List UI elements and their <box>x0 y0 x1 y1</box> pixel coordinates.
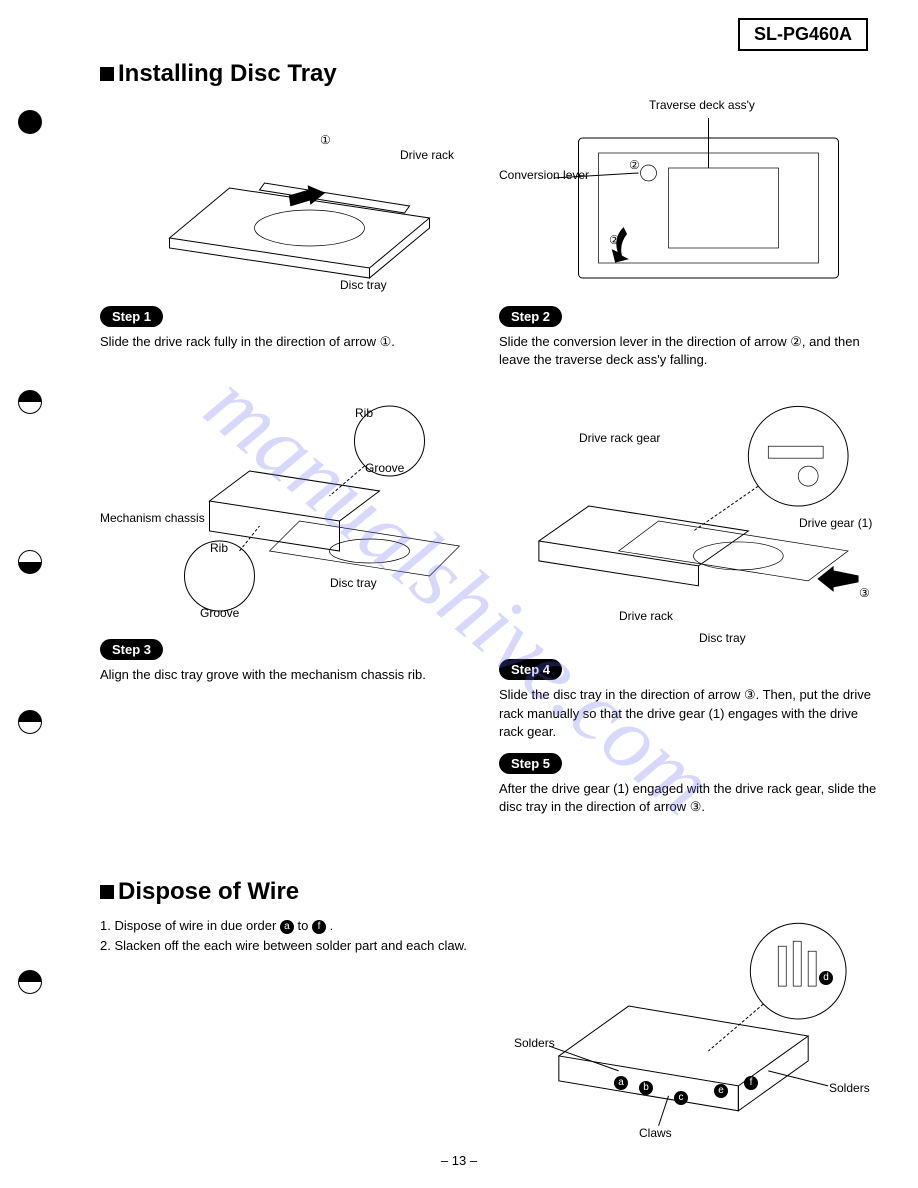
model-number: SL-PG460A <box>738 18 868 51</box>
step3-text: Align the disc tray grove with the mecha… <box>100 666 479 684</box>
step2-badge: Step 2 <box>499 306 562 327</box>
figure-step2: Traverse deck ass'y Conversion lever ② ② <box>499 98 878 298</box>
step5-badge: Step 5 <box>499 753 562 774</box>
dispose-line1: 1. Dispose of wire in due order a to f . <box>100 916 479 936</box>
step3-badge: Step 3 <box>100 639 163 660</box>
figure-step4: Drive rack gear Drive gear (1) Drive rac… <box>499 401 878 651</box>
step4-text: Slide the disc tray in the direction of … <box>499 686 878 741</box>
dispose-line2: 2. Slacken off the each wire between sol… <box>100 936 479 956</box>
figure-step3: Rib Groove Mechanism chassis Rib Groove … <box>100 401 479 631</box>
section1-title: Installing Disc Tray <box>100 60 878 88</box>
figure-step1: Drive rack ① Disc tray <box>100 98 479 298</box>
step1-badge: Step 1 <box>100 306 163 327</box>
step2-text: Slide the conversion lever in the direct… <box>499 333 878 369</box>
step1-text: Slide the drive rack fully in the direct… <box>100 333 479 351</box>
step4-badge: Step 4 <box>499 659 562 680</box>
step5-text: After the drive gear (1) engaged with th… <box>499 780 878 816</box>
figure-dispose: Solders Solders Claws a b c d e f <box>499 916 878 1146</box>
section2-title: Dispose of Wire <box>100 878 878 906</box>
page-number: – 13 – <box>441 1153 477 1168</box>
